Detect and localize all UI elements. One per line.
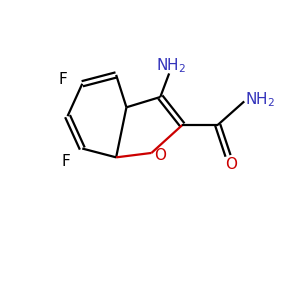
Text: O: O — [154, 148, 166, 164]
Text: F: F — [59, 72, 68, 87]
Text: NH$_2$: NH$_2$ — [245, 91, 275, 109]
Text: F: F — [62, 154, 70, 169]
Text: O: O — [226, 157, 238, 172]
Text: NH$_2$: NH$_2$ — [155, 56, 186, 74]
